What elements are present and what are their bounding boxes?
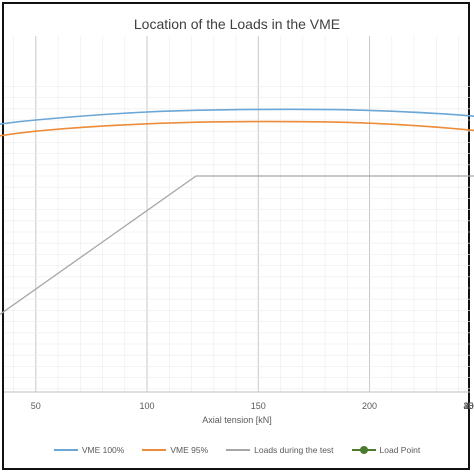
vme95-line [0, 120, 474, 137]
x-tick-label: 400 [463, 401, 474, 411]
legend-swatch-vme100 [53, 449, 78, 451]
x-tick-label: 300 [463, 401, 474, 411]
legend-label-vme95: VME 95% [170, 445, 209, 455]
x-tick-label: 150 [251, 401, 266, 411]
x-tick-label: 4 [466, 401, 471, 411]
legend-label-loads: Loads during the test [254, 445, 334, 455]
x-tick-label: 50 [31, 401, 41, 411]
legend-swatch-load-point [351, 446, 376, 454]
legend-swatch-vme95 [142, 449, 167, 451]
x-axis-label: Axial tension [kN] [202, 415, 272, 425]
legend-item-load-point: Load Point [351, 445, 421, 455]
x-tick-label: 250 [463, 401, 474, 411]
legend-label-load-point: Load Point [379, 445, 421, 455]
loads-line [0, 175, 474, 316]
chart-title: Location of the Loads in the VME [133, 16, 341, 32]
legend-item-vme95: VME 95% [142, 445, 208, 455]
legend: VME 100% VME 95% Loads during the test L… [0, 445, 474, 455]
vme100-line [0, 108, 474, 125]
x-tick-label: 200 [362, 401, 377, 411]
x-tick-label: 350 [463, 401, 474, 411]
x-tick-label: 100 [140, 401, 155, 411]
legend-swatch-loads [226, 449, 251, 451]
legend-label-vme100: VME 100% [81, 445, 125, 455]
legend-item-vme100: VME 100% [53, 445, 125, 455]
legend-item-loads: Loads during the test [226, 445, 334, 455]
